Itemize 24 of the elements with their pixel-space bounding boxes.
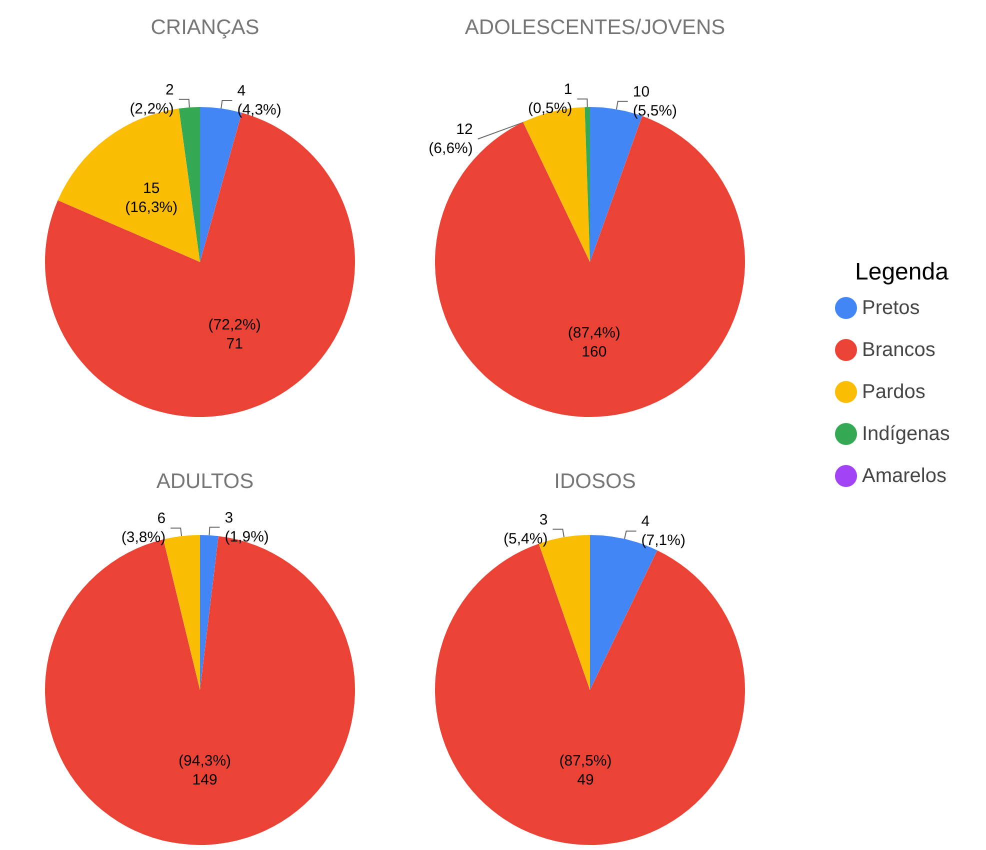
legend-label: Pardos bbox=[862, 381, 926, 403]
data-label: (87,5%) 49 bbox=[559, 752, 612, 788]
data-label: 4 (7,1%) bbox=[641, 513, 686, 550]
data-label: 3 (5,4%) bbox=[504, 511, 548, 548]
data-label: 3 (1,9%) bbox=[224, 509, 269, 546]
legend-title: Legenda bbox=[855, 258, 950, 286]
legend-label: Indígenas bbox=[862, 423, 950, 445]
slice-label: IDOSOS bbox=[554, 470, 636, 493]
data-label: 1 (0,5%) bbox=[528, 81, 572, 118]
data-label: (94,3%) 149 bbox=[178, 752, 232, 788]
data-label: 2 (2,2%) bbox=[130, 81, 174, 118]
data-label: 12 (6,6%) bbox=[428, 121, 473, 158]
legend-label: Pretos bbox=[862, 297, 920, 319]
data-label: (87,4%) 160 bbox=[568, 324, 620, 360]
slice-label: CRIANÇAS bbox=[150, 16, 260, 39]
data-label: 10 (5,5%) bbox=[632, 83, 678, 120]
slice-label: ADOLESCENTES/JOVENS bbox=[464, 16, 726, 39]
data-label: 4 (4,3%) bbox=[237, 82, 282, 119]
slice-label: ADULTOS bbox=[156, 470, 254, 493]
legend-label: Brancos bbox=[862, 339, 936, 361]
data-label: 15 (16,3%) bbox=[125, 180, 178, 216]
data-label: 6 (3,8%) bbox=[121, 510, 166, 546]
data-label: (72,2%) 71 bbox=[208, 316, 261, 353]
legend-label: Amarelos bbox=[862, 465, 946, 487]
